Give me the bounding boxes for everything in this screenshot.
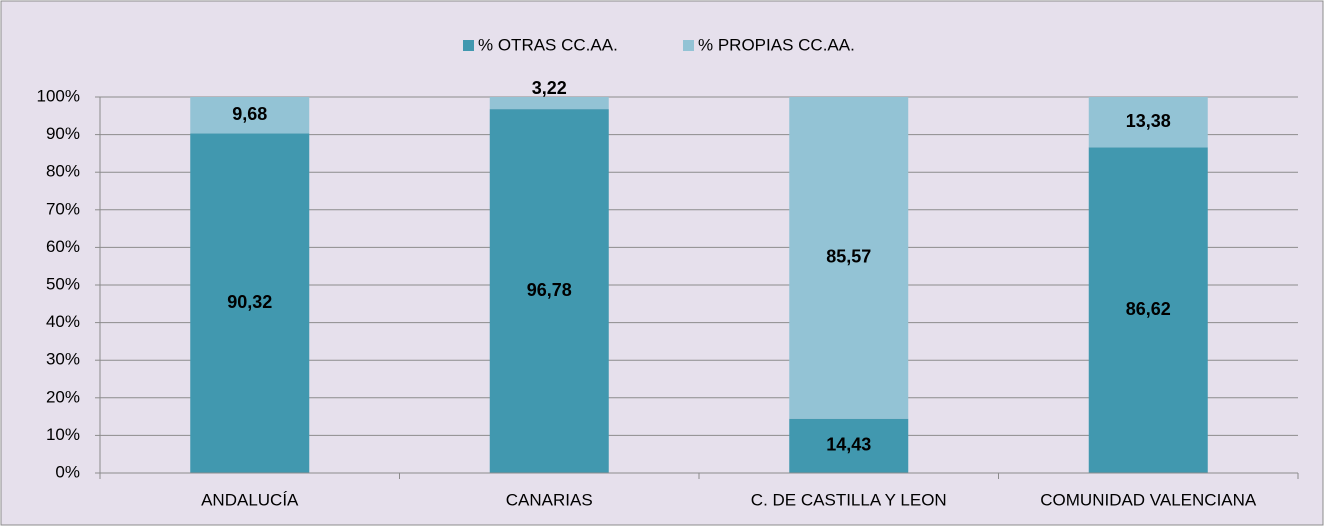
y-tick-label: 50% [46,274,80,293]
data-label: 86,62 [1126,299,1171,319]
y-tick-label: 0% [55,462,80,481]
data-label: 13,38 [1126,111,1171,131]
y-tick-label: 90% [46,124,80,143]
x-tick-label: ANDALUCÍA [201,490,299,509]
bar-segment [789,418,909,473]
data-label: 9,68 [232,104,267,124]
y-tick-label: 40% [46,312,80,331]
legend-label: % OTRAS CC.AA. [478,35,618,54]
bar-segment [489,109,609,473]
y-tick-label: 70% [46,199,80,218]
y-tick-label: 10% [46,425,80,444]
y-tick-label: 80% [46,162,80,181]
bar-segment [1088,147,1208,473]
y-tick-label: 60% [46,237,80,256]
bar-segment [190,133,310,474]
bar-segment [789,97,909,419]
y-tick-label: 30% [46,350,80,369]
legend-label: % PROPIAS CC.AA. [698,35,855,54]
data-label: 14,43 [826,435,871,455]
bar-segment [190,97,310,134]
bar-segment [1088,97,1208,148]
y-tick-label: 100% [37,86,80,105]
legend-swatch [463,40,474,51]
data-label: 85,57 [826,247,871,267]
x-tick-label: C. DE CASTILLA Y LEON [751,490,947,509]
x-tick-label: CANARIAS [506,490,593,509]
data-label: 3,22 [532,78,567,98]
data-label: 96,78 [527,280,572,300]
data-label: 90,32 [227,292,272,312]
bar-segment [489,97,609,110]
y-tick-label: 20% [46,387,80,406]
x-tick-label: COMUNIDAD VALENCIANA [1040,490,1257,509]
legend-swatch [683,40,694,51]
